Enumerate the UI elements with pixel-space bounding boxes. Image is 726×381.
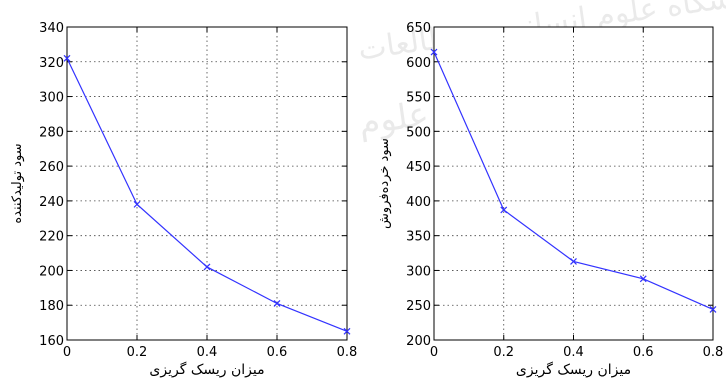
x-tick-label: 0.6 xyxy=(267,345,288,360)
y-tick-label: 200 xyxy=(39,264,64,279)
data-point-marker xyxy=(203,263,211,271)
x-tick-label: 0 xyxy=(63,345,71,360)
plot-frame xyxy=(66,26,348,341)
data-point-marker xyxy=(709,305,717,313)
y-tick-label: 160 xyxy=(39,334,64,349)
y-tick-label: 260 xyxy=(39,160,64,175)
y-tick-label: 240 xyxy=(39,195,64,210)
x-tick-label: 0.6 xyxy=(633,345,654,360)
x-tick-label: 0 xyxy=(430,345,438,360)
y-tick-label: 350 xyxy=(406,230,431,245)
x-tick-label: 0.4 xyxy=(197,345,218,360)
y-tick-label: 220 xyxy=(39,230,64,245)
y-tick-label: 200 xyxy=(406,334,431,349)
data-point-marker xyxy=(639,275,647,283)
data-point-marker xyxy=(273,300,281,307)
y-tick-label: 300 xyxy=(39,91,64,106)
y-axis-label: سود خرده‌فروش xyxy=(377,138,392,229)
data-point-marker xyxy=(500,206,508,214)
y-tick-label: 300 xyxy=(406,264,431,279)
y-tick-label: 600 xyxy=(406,56,431,71)
y-tick-label: 550 xyxy=(406,91,431,106)
data-point-marker xyxy=(430,48,438,56)
data-point-marker xyxy=(133,200,141,208)
x-tick-label: 0.8 xyxy=(703,345,724,360)
plot-area xyxy=(434,27,713,340)
data-point-marker xyxy=(343,327,351,335)
y-tick-label: 280 xyxy=(39,125,64,140)
data-point-marker xyxy=(63,54,71,62)
x-axis-label: میزان ریسک گریزی xyxy=(149,361,264,378)
chart-producer-profit: 0 0.2 0.4 0.6 0.8 160 180 200 220 240 260 280 300 320… xyxy=(10,21,357,378)
chart-retailer-profit: 0 0.2 0.4 0.6 0.8 200 250 300 350 400 450 500 550 600… xyxy=(377,21,723,378)
y-tick-label: 450 xyxy=(406,160,431,175)
x-tick-label: 0.2 xyxy=(493,345,514,360)
plot-frame xyxy=(433,26,714,341)
data-point-marker xyxy=(570,257,577,265)
y-tick-label: 250 xyxy=(406,299,431,314)
x-axis-label: میزان ریسک گریزی xyxy=(516,361,631,378)
y-axis-label: سود تولیدکننده xyxy=(10,143,25,223)
x-tick-label: 0.4 xyxy=(563,345,584,360)
plot-area xyxy=(67,27,347,340)
x-tick-label: 0.8 xyxy=(337,345,358,360)
y-tick-label: 320 xyxy=(39,56,64,71)
y-tick-label: 650 xyxy=(406,21,431,36)
y-tick-label: 180 xyxy=(39,299,64,314)
y-tick-label: 340 xyxy=(39,21,64,36)
y-tick-label: 500 xyxy=(406,125,431,140)
x-tick-label: 0.2 xyxy=(127,345,148,360)
y-tick-label: 400 xyxy=(406,195,431,210)
